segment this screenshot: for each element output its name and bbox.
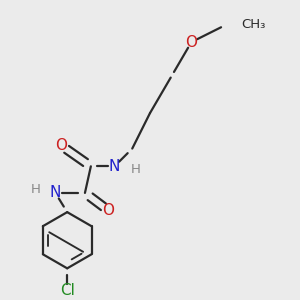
Text: H: H <box>31 184 41 196</box>
Text: H: H <box>130 163 140 176</box>
Text: O: O <box>55 138 67 153</box>
Text: N: N <box>50 185 61 200</box>
Text: N: N <box>109 159 120 174</box>
Text: O: O <box>103 203 115 218</box>
Text: CH₃: CH₃ <box>242 18 266 31</box>
Text: O: O <box>185 34 197 50</box>
Text: Cl: Cl <box>60 283 75 298</box>
